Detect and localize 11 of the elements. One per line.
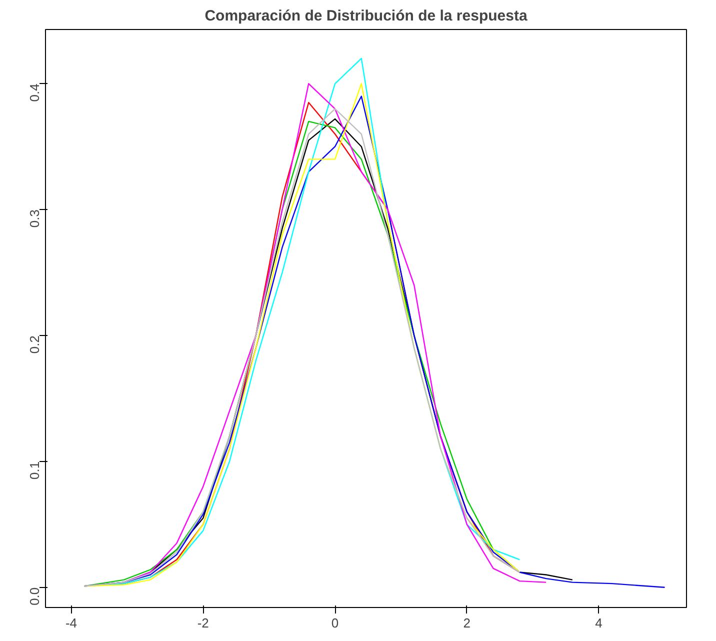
x-tick-label: 4: [595, 616, 602, 630]
x-tick-label: 2: [463, 616, 471, 630]
y-tick-label: 0.0: [27, 587, 42, 606]
y-tick-label: 0.3: [27, 210, 42, 228]
x-tick-label: -4: [65, 616, 77, 630]
y-tick-label: 0.4: [27, 84, 42, 102]
x-tick-label: 0: [331, 616, 339, 630]
x-tick-label: -2: [197, 616, 209, 630]
y-tick-label: 0.2: [27, 335, 42, 354]
y-tick-label: 0.1: [27, 461, 42, 480]
chart-title: Comparación de Distribución de la respuesta: [204, 8, 528, 24]
